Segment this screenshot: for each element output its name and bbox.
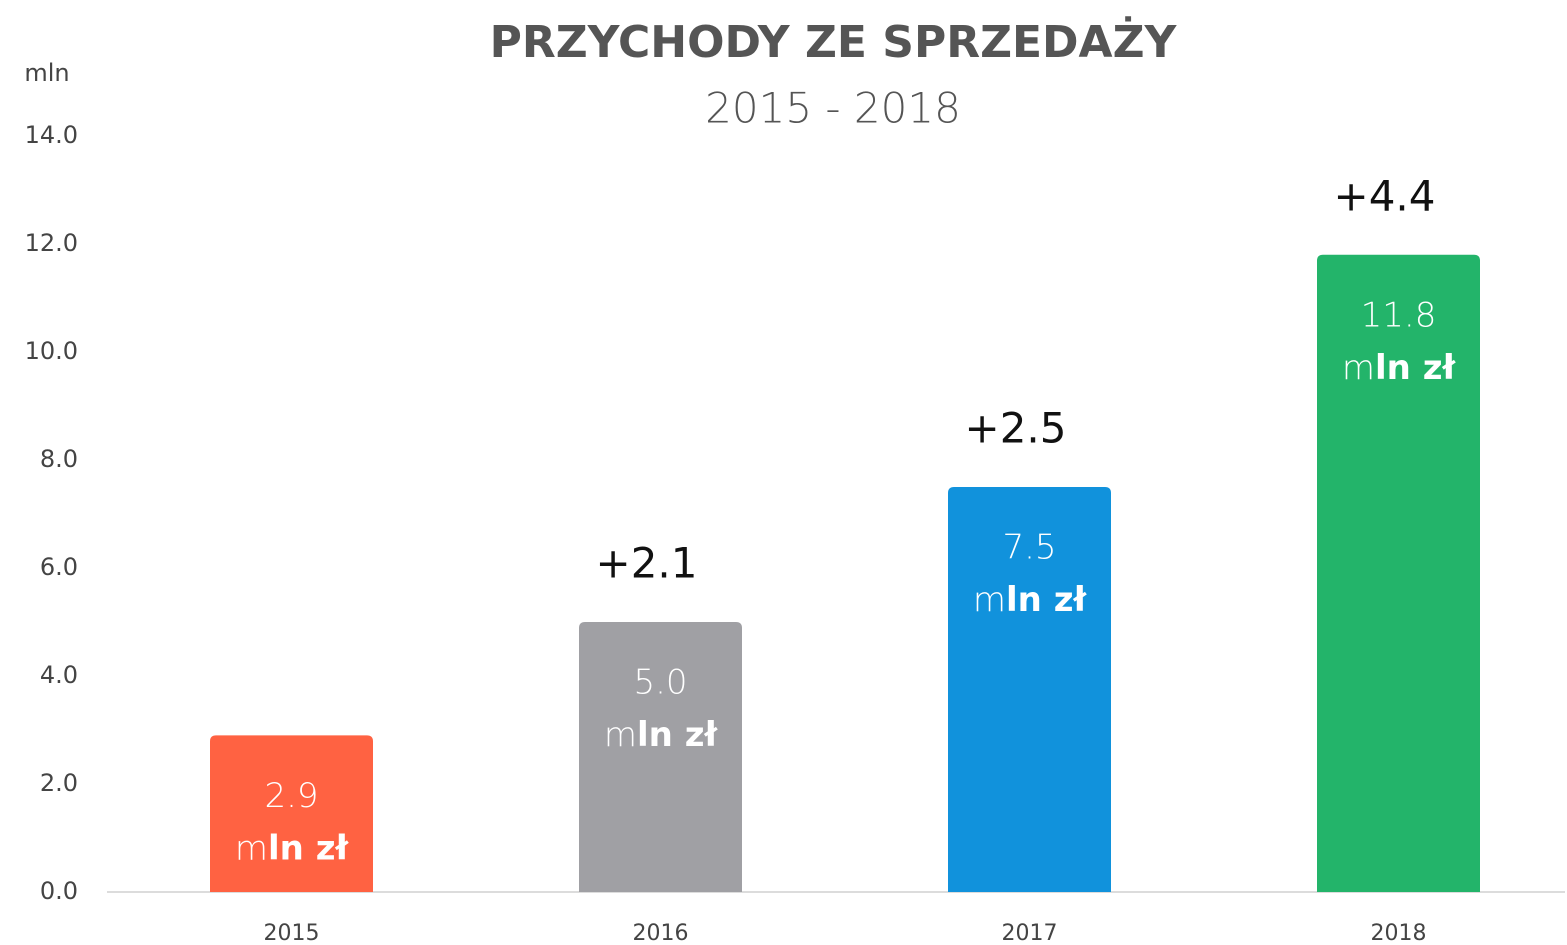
bar [579, 622, 742, 892]
unit-bold: ln zł [637, 715, 718, 755]
x-tick-label: 2017 [1002, 921, 1058, 945]
value-label: 2.9 [264, 776, 318, 816]
y-tick-label: 10.0 [25, 337, 78, 365]
y-tick-label: 12.0 [25, 229, 78, 257]
value-label: 7.5 [1002, 528, 1056, 568]
y-tick-label: 2.0 [40, 769, 78, 797]
bar [210, 735, 373, 892]
unit-light: m [604, 715, 637, 755]
unit-label: mln zł [973, 580, 1088, 620]
y-tick-label: 4.0 [40, 661, 78, 689]
unit-bold: ln zł [1375, 347, 1456, 387]
unit-bold: ln zł [268, 828, 349, 868]
y-tick-label: 6.0 [40, 553, 78, 581]
change-label: +4.4 [1334, 171, 1436, 220]
value-label: 5.0 [633, 663, 687, 703]
y-axis-label: mln [24, 59, 69, 87]
x-tick-label: 2018 [1371, 921, 1427, 945]
unit-label: mln zł [604, 715, 719, 755]
y-tick-label: 14.0 [25, 121, 78, 149]
y-tick-label: 8.0 [40, 445, 78, 473]
x-tick-label: 2015 [264, 921, 320, 945]
change-label: +2.1 [596, 539, 698, 588]
x-tick-label: 2016 [633, 921, 689, 945]
unit-light: m [235, 828, 268, 868]
unit-light: m [1342, 347, 1375, 387]
unit-label: mln zł [235, 828, 350, 868]
unit-bold: ln zł [1006, 580, 1087, 620]
bar [1317, 254, 1480, 893]
unit-label: mln zł [1342, 347, 1457, 387]
chart-subtitle: 2015 - 2018 [705, 84, 961, 133]
chart-title: PRZYCHODY ZE SPRZEDAŻY [490, 15, 1178, 68]
change-label: +2.5 [965, 404, 1067, 453]
unit-light: m [973, 580, 1006, 620]
value-label: 11.8 [1361, 295, 1437, 335]
bar [948, 487, 1111, 892]
y-tick-label: 0.0 [40, 877, 78, 905]
